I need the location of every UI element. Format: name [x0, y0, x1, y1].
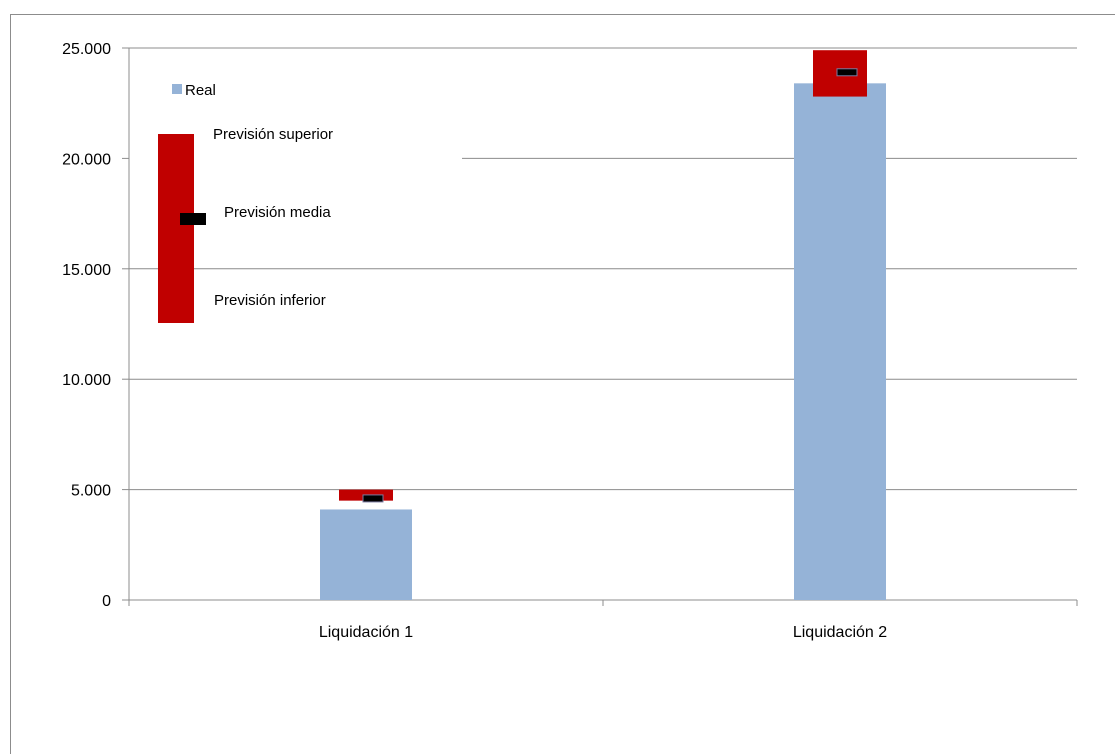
forecast-mean: [836, 68, 858, 77]
y-tick-label: 5.000: [71, 483, 111, 500]
x-tick-label: Liquidación 1: [319, 624, 413, 641]
x-tick-label: Liquidación 2: [793, 624, 887, 641]
y-tick-label: 20.000: [62, 151, 111, 168]
legend-label-media: Previsión media: [224, 204, 331, 221]
legend: Real Previsión superior Previsión media Pre…: [158, 82, 333, 323]
axes: [122, 47, 1078, 606]
chart-marks: [320, 50, 886, 600]
bar-real: [320, 509, 412, 600]
chart-frame: [10, 14, 1115, 754]
gridlines: [129, 47, 1077, 491]
legend-swatch-real: [172, 84, 182, 94]
legend-label-superior: Previsión superior: [213, 126, 333, 143]
legend-label-real: Real: [185, 82, 216, 99]
y-tick-label: 10.000: [62, 372, 111, 389]
bar-real: [794, 83, 886, 600]
y-tick-label: 25.000: [62, 41, 111, 58]
y-tick-label: 0: [102, 593, 111, 610]
legend-swatch-forecast-mean: [180, 213, 206, 225]
forecast-mean: [362, 494, 384, 503]
legend-swatch-forecast-range: [158, 134, 194, 323]
tick-labels: 0 5.000 10.000 15.000 20.000 25.000 Liquidació…: [62, 41, 887, 641]
legend-label-inferior: Previsión inferior: [214, 292, 326, 309]
y-tick-label: 15.000: [62, 262, 111, 279]
